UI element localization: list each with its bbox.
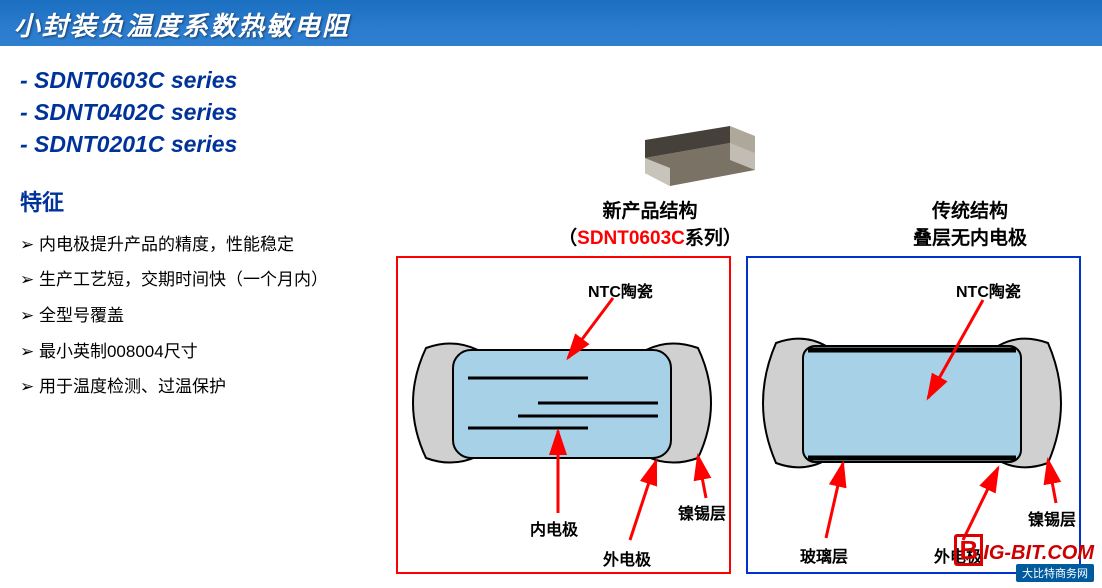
diag-right-title: 传统结构 叠层无内电极: [830, 196, 1102, 250]
diagram-new-structure: NTC陶瓷 内电极 外电极 镍锡层: [396, 256, 731, 574]
feature-item: 用于温度检测、过温保护: [20, 369, 380, 405]
diag-right-title-line2: 叠层无内电极: [830, 223, 1102, 250]
diag-left-title-pre: （: [558, 228, 577, 249]
diag-left-title-line1: 新产品结构: [500, 196, 800, 223]
feature-item: 全型号覆盖: [20, 298, 380, 334]
feature-item: 最小英制008004尺寸: [20, 334, 380, 370]
label-ntc: NTC陶瓷: [588, 278, 653, 302]
diag-right-title-line1: 传统结构: [830, 196, 1102, 223]
watermark-sub: 大比特商务网: [1016, 564, 1094, 582]
series-list: - SDNT0603C series - SDNT0402C series - …: [20, 64, 1082, 161]
watermark-logo: IG-BIT.COM: [983, 542, 1094, 564]
diag-left-title-hl: SDNT0603C: [577, 228, 685, 249]
diagram-traditional-structure: NTC陶瓷 玻璃层 外电极 镍锡层: [746, 256, 1081, 574]
label-nisn: 镍锡层: [678, 500, 726, 524]
feature-item: 内电极提升产品的精度，性能稳定: [20, 227, 380, 263]
label-ntc: NTC陶瓷: [956, 278, 1021, 302]
features-list: 内电极提升产品的精度，性能稳定 生产工艺短，交期时间快（一个月内） 全型号覆盖 …: [20, 227, 380, 405]
diag-left-title: 新产品结构 （SDNT0603C系列）: [500, 196, 800, 250]
watermark: BIG-BIT.COM 大比特商务网: [954, 534, 1094, 582]
label-nisn: 镍锡层: [1028, 506, 1076, 530]
content-area: - SDNT0603C series - SDNT0402C series - …: [0, 46, 1102, 419]
chip-photo: [625, 98, 775, 188]
slide-header: 小封装负温度系数热敏电阻: [0, 0, 1102, 46]
feature-item: 生产工艺短，交期时间快（一个月内）: [20, 262, 380, 298]
series-item: - SDNT0201C series: [20, 128, 1082, 160]
series-item: - SDNT0402C series: [20, 96, 1082, 128]
label-inner-electrode: 内电极: [530, 516, 578, 540]
label-glass: 玻璃层: [800, 543, 848, 567]
series-item: - SDNT0603C series: [20, 64, 1082, 96]
slide-title: 小封装负温度系数热敏电阻: [14, 6, 1088, 43]
diag-left-title-post: 系列）: [685, 228, 742, 249]
label-outer-electrode: 外电极: [603, 546, 651, 570]
